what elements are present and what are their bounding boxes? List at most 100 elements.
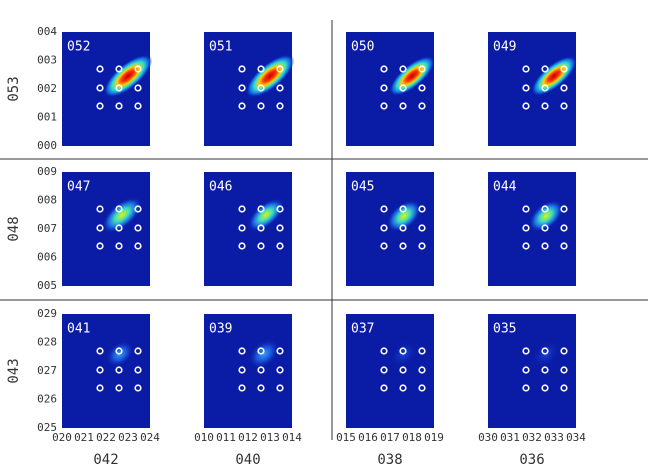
sensor-dot <box>276 366 284 374</box>
sensor-dot <box>418 384 426 392</box>
sensor-dot <box>134 102 142 110</box>
x-tick-label: 023 <box>118 431 138 444</box>
sensor-dot <box>522 84 530 92</box>
x-tick-label: 013 <box>260 431 280 444</box>
sensor-dot <box>541 384 549 392</box>
panel-label: 039 <box>209 322 232 337</box>
sensor-dot <box>522 242 530 250</box>
row-label: 043 <box>6 358 22 383</box>
sensor-dot <box>134 366 142 374</box>
sensor-dot <box>96 102 104 110</box>
sensor-dot <box>96 384 104 392</box>
sensor-dot <box>399 242 407 250</box>
y-tick-label: 027 <box>37 364 57 377</box>
sensor-dot <box>560 366 568 374</box>
sensor-dot <box>399 65 407 73</box>
sensor-dot <box>541 224 549 232</box>
panel-label: 047 <box>67 180 90 195</box>
x-tick-label: 019 <box>424 431 444 444</box>
panel-label: 045 <box>351 180 374 195</box>
y-tick-label: 001 <box>37 111 57 124</box>
sensor-dot <box>399 102 407 110</box>
sensor-dot <box>276 224 284 232</box>
column-label: 038 <box>377 452 402 468</box>
panel-label: 046 <box>209 180 232 195</box>
sensor-dot <box>399 366 407 374</box>
column-label: 042 <box>93 452 118 468</box>
x-tick-label: 032 <box>522 431 542 444</box>
y-tick-label: 004 <box>37 25 57 38</box>
sensor-dot <box>399 205 407 213</box>
row-label: 048 <box>6 216 22 241</box>
sensor-dot <box>276 84 284 92</box>
sensor-dot <box>134 347 142 355</box>
sensor-dot <box>560 102 568 110</box>
column-label: 040 <box>235 452 260 468</box>
y-tick-label: 009 <box>37 165 57 178</box>
sensor-dot <box>276 242 284 250</box>
sensor-dot <box>380 205 388 213</box>
heat-blob <box>386 200 422 232</box>
sensor-dot <box>115 224 123 232</box>
sensor-dot <box>257 102 265 110</box>
panel-label: 044 <box>493 180 517 195</box>
sensor-dot <box>541 102 549 110</box>
x-tick-label: 012 <box>238 431 258 444</box>
panel: 049 <box>488 32 577 146</box>
column-label: 036 <box>519 452 544 468</box>
sensor-dot <box>257 205 265 213</box>
sensor-dot <box>541 84 549 92</box>
x-tick-label: 022 <box>96 431 116 444</box>
sensor-dot <box>115 84 123 92</box>
sensor-dot <box>115 102 123 110</box>
heat-blob <box>248 339 280 369</box>
sensor-dot <box>257 347 265 355</box>
sensor-dot <box>418 84 426 92</box>
sensor-dot <box>134 65 142 73</box>
y-tick-label: 007 <box>37 222 57 235</box>
sensor-dot <box>418 224 426 232</box>
sensor-dot <box>238 384 246 392</box>
sensor-dot <box>560 205 568 213</box>
panel: 051 <box>204 32 295 146</box>
sensor-dot <box>134 84 142 92</box>
sensor-dot <box>238 205 246 213</box>
sensor-dot <box>257 65 265 73</box>
sensor-dot <box>541 347 549 355</box>
y-tick-label: 002 <box>37 82 57 95</box>
sensor-dot <box>238 242 246 250</box>
sensor-dot <box>115 347 123 355</box>
sensor-dot <box>134 384 142 392</box>
sensor-dot <box>257 84 265 92</box>
sensor-dot <box>276 102 284 110</box>
sensor-dot <box>399 224 407 232</box>
panel: 050 <box>346 32 435 146</box>
panel-label: 050 <box>351 40 374 55</box>
panel-label: 035 <box>493 322 516 337</box>
sensor-dot <box>522 224 530 232</box>
sensor-dot <box>541 205 549 213</box>
sensor-dot <box>418 366 426 374</box>
y-tick-label: 005 <box>37 279 57 292</box>
y-tick-label: 006 <box>37 251 57 264</box>
sensor-dot <box>522 366 530 374</box>
x-tick-label: 017 <box>380 431 400 444</box>
sensor-dot <box>399 347 407 355</box>
sensor-dot <box>522 205 530 213</box>
x-tick-label: 010 <box>194 431 214 444</box>
y-tick-label: 000 <box>37 139 57 152</box>
sensor-dot <box>238 347 246 355</box>
panel: 044 <box>488 172 576 286</box>
sensor-dot <box>115 205 123 213</box>
sensor-dot <box>96 205 104 213</box>
x-tick-label: 016 <box>358 431 378 444</box>
panel: 041 <box>62 314 150 428</box>
sensor-dot <box>115 65 123 73</box>
panel-label: 051 <box>209 40 232 55</box>
panel: 045 <box>346 172 434 286</box>
heat-blob <box>247 198 285 232</box>
x-tick-label: 018 <box>402 431 422 444</box>
heat-blob <box>102 197 142 233</box>
panel: 039 <box>204 314 292 428</box>
sensor-dot <box>380 384 388 392</box>
